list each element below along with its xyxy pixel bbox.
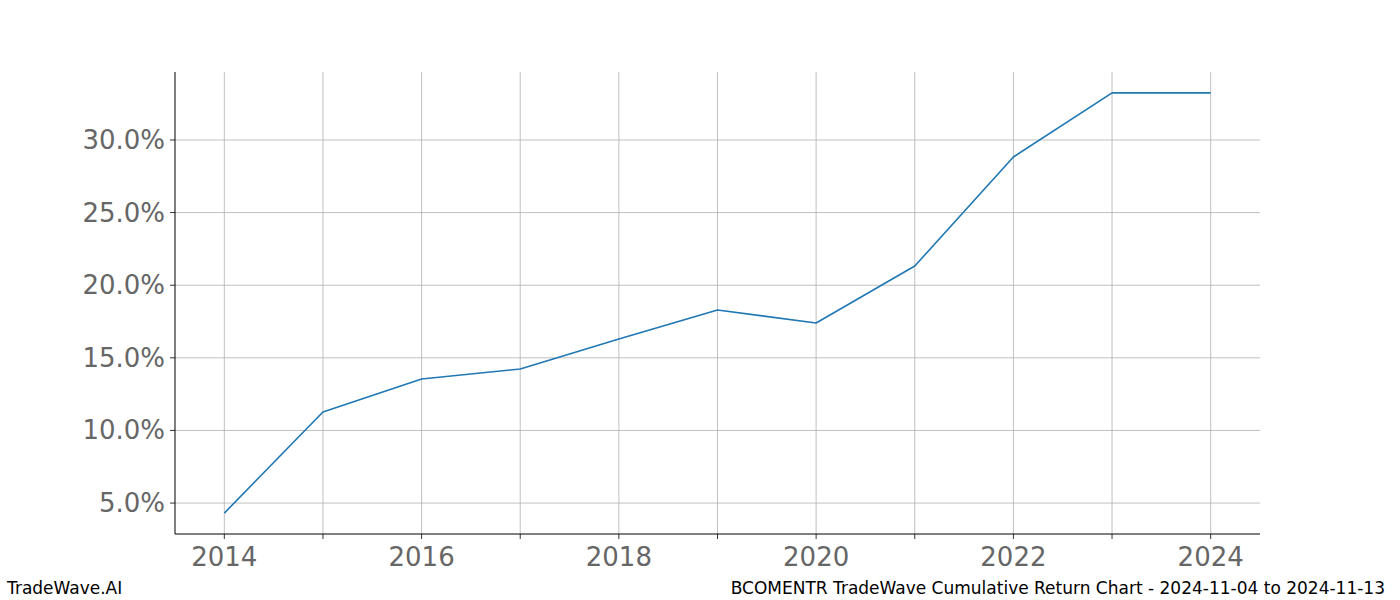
x-grid-line — [520, 72, 521, 534]
y-tick — [170, 139, 175, 140]
y-tick-label: 20.0% — [82, 270, 165, 300]
y-grid-line — [175, 139, 1260, 140]
x-tick — [1112, 534, 1113, 539]
axes: 2014 2016 2018 2020 2022 2024 5.0% 10.0% 15.0% 20… — [82, 72, 1260, 572]
y-tick — [170, 212, 175, 213]
x-grid-line — [618, 72, 619, 534]
x-tick — [618, 534, 619, 539]
x-tick-label: 2018 — [586, 542, 652, 572]
y-grid-line — [175, 357, 1260, 358]
y-tick — [170, 357, 175, 358]
x-tick — [520, 534, 521, 539]
y-tick — [170, 430, 175, 431]
x-grid-line — [1013, 72, 1014, 534]
y-axis-line — [175, 72, 176, 534]
plot-data — [224, 93, 1210, 513]
x-axis-line — [175, 534, 1260, 535]
x-grid-line — [322, 72, 323, 534]
x-tick — [717, 534, 718, 539]
y-tick-label: 10.0% — [82, 415, 165, 445]
x-grid-line — [421, 72, 422, 534]
grid — [175, 72, 1260, 534]
y-tick-label: 25.0% — [82, 198, 165, 228]
y-tick — [170, 503, 175, 504]
series-line — [224, 93, 1210, 513]
x-grid-line — [1112, 72, 1113, 534]
x-tick-label: 2024 — [1178, 542, 1244, 572]
x-grid-line — [816, 72, 817, 534]
x-tick — [1210, 534, 1211, 539]
y-tick — [170, 285, 175, 286]
x-tick — [421, 534, 422, 539]
x-tick — [914, 534, 915, 539]
y-grid-line — [175, 285, 1260, 286]
x-tick-label: 2022 — [980, 542, 1046, 572]
x-tick-label: 2016 — [389, 542, 455, 572]
x-grid-line — [1210, 72, 1211, 534]
x-tick-label: 2020 — [783, 542, 849, 572]
y-grid-line — [175, 212, 1260, 213]
x-tick — [816, 534, 817, 539]
x-grid-line — [914, 72, 915, 534]
x-tick — [322, 534, 323, 539]
chart: 2014 2016 2018 2020 2022 2024 5.0% 10.0% 15.0% 20… — [0, 0, 1400, 600]
x-tick-label: 2014 — [191, 542, 257, 572]
x-grid-line — [224, 72, 225, 534]
title: BCOMENTR TradeWave Cumulative Return Cha… — [731, 578, 1385, 598]
y-tick-label: 15.0% — [82, 343, 165, 373]
y-grid-line — [175, 430, 1260, 431]
source: TradeWave.AI — [6, 578, 122, 598]
x-grid-line — [717, 72, 718, 534]
y-grid-line — [175, 503, 1260, 504]
y-tick-label: 30.0% — [82, 125, 165, 155]
y-tick-label: 5.0% — [99, 488, 165, 518]
x-tick — [224, 534, 225, 539]
x-tick — [1013, 534, 1014, 539]
